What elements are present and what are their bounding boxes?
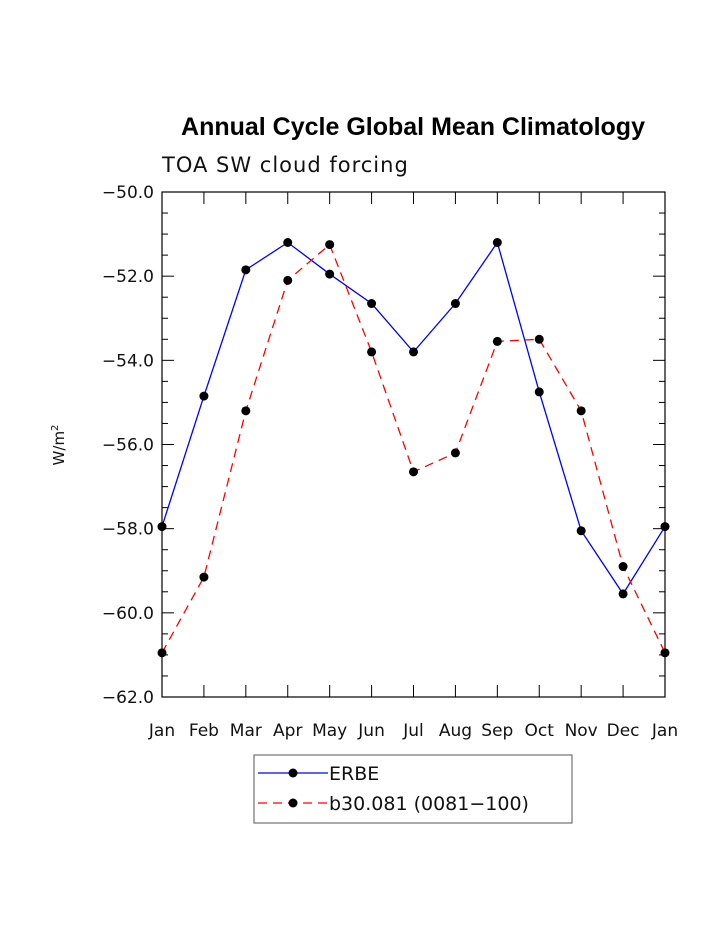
legend-swatch-marker-0 [288, 768, 298, 778]
legend-label-0: ERBE [329, 763, 379, 785]
y-axis-label-base: W/m [50, 431, 68, 466]
series-0-point [157, 522, 167, 532]
series-0-point [576, 526, 586, 536]
series-1-point [199, 572, 209, 582]
x-tick-label: Dec [607, 721, 640, 741]
y-tick-label: −50.0 [102, 183, 154, 203]
x-tick-label: Jan [148, 721, 175, 741]
y-axis-label: W/m2 [50, 425, 68, 466]
series-1-point [450, 448, 460, 458]
series-0-point [241, 265, 251, 275]
x-tick-label: May [312, 721, 347, 741]
series-1-point [576, 406, 586, 416]
series-line-0 [161, 240, 666, 596]
y-tick-label: −56.0 [102, 436, 154, 456]
series-0-point [450, 299, 460, 309]
series-0-point [534, 387, 544, 397]
series-line-1 [161, 243, 666, 654]
x-tick-label: Mar [230, 721, 262, 741]
x-tick-label: Jul [402, 721, 424, 741]
series-1-point [409, 467, 418, 477]
series-1-point [660, 648, 670, 658]
y-tick-label: −62.0 [102, 688, 154, 708]
series-1-point [618, 562, 628, 572]
x-tick-label: Jan [651, 721, 678, 741]
x-tick-label: Nov [565, 721, 598, 741]
y-tick-label: −58.0 [102, 520, 154, 540]
series-0-point [409, 347, 418, 357]
y-axis-label-superscript: 2 [50, 425, 61, 431]
series-1-point [492, 336, 502, 346]
series-0-point [660, 522, 670, 532]
plot-area: −50.0 −52.0 −54.0 −56.0 −58.0 −60.0 −62.0 Jan Fe… [102, 183, 678, 824]
series-0-point [283, 238, 293, 247]
x-tick-label: Apr [273, 721, 302, 741]
plot-frame [161, 191, 666, 698]
series-1-point [157, 648, 167, 658]
series-0-point [367, 299, 377, 309]
series-1-point [241, 406, 251, 416]
series-0-point [199, 391, 209, 401]
y-tick-label: −54.0 [102, 351, 154, 371]
legend-box [253, 754, 573, 824]
series-0-point [325, 269, 335, 279]
y-tick-label: −52.0 [102, 267, 154, 287]
x-tick-label: Oct [525, 721, 555, 741]
x-tick-label: Feb [189, 721, 219, 741]
x-tick-label: Aug [439, 721, 472, 741]
x-tick-label: Jun [357, 721, 385, 741]
y-tick-label: −60.0 [102, 604, 154, 624]
series-0-point [618, 589, 628, 599]
legend-label-1: b30.081 (0081−100) [329, 793, 529, 815]
series-1-point [534, 334, 544, 344]
series-1-point [367, 347, 377, 357]
chart-subtitle: TOA SW cloud forcing [161, 153, 409, 177]
chart-title: Annual Cycle Global Mean Climatology [181, 113, 645, 141]
series-1-point [325, 240, 335, 250]
series-1-point [283, 275, 293, 285]
legend-swatch-marker-1 [288, 798, 298, 808]
series-0-point [492, 238, 502, 247]
x-tick-label: Sep [481, 721, 513, 741]
